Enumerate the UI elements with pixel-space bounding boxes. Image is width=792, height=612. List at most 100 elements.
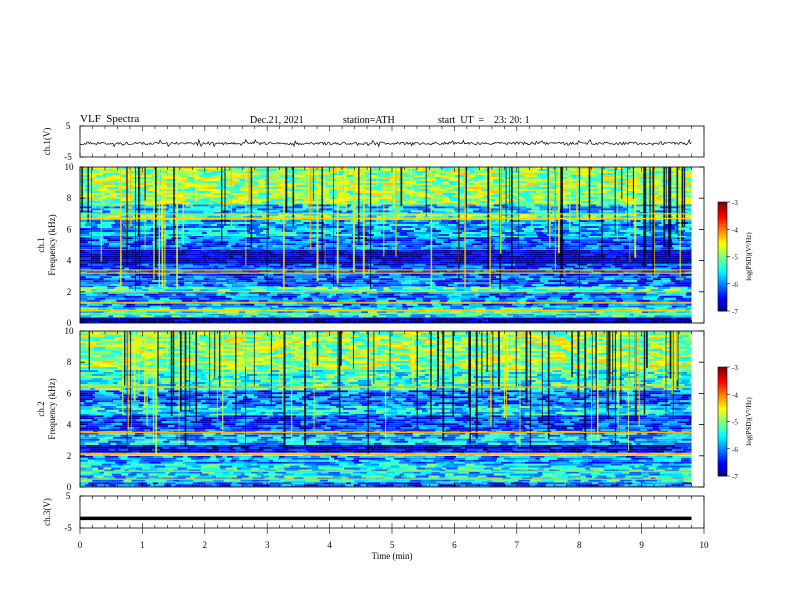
ch1-spectrogram-cell bbox=[201, 253, 209, 256]
ch1-spectrogram-cell bbox=[273, 319, 279, 322]
ch1-spectrogram-cell bbox=[347, 249, 358, 252]
ch1-spectrogram-cell bbox=[398, 321, 406, 323]
ch1-spectrogram-cell bbox=[338, 212, 352, 214]
ch1-spectrogram-cell bbox=[287, 297, 293, 300]
ch1-spectrogram-cell bbox=[177, 215, 184, 218]
ch1-spectrogram-cell bbox=[365, 169, 370, 171]
ch1-spectrogram-cell bbox=[294, 276, 305, 279]
ch1-spectrogram-cell bbox=[224, 307, 230, 310]
ch1-spectrogram-cell bbox=[434, 257, 447, 260]
ch1-spectrogram-cell bbox=[450, 307, 465, 310]
ch1-spectrogram-cell bbox=[191, 259, 199, 262]
ch1-spectrogram-cell bbox=[593, 169, 601, 171]
ch1-spectrogram-cell bbox=[166, 280, 177, 283]
ch1-spectrogram-cell bbox=[144, 293, 159, 296]
ch1-spectrogram-cell bbox=[168, 208, 175, 211]
ch1-spectrogram-cell bbox=[519, 173, 534, 175]
ch1-spectrogram-cell bbox=[348, 171, 363, 173]
ch1-spectrogram-cell bbox=[182, 273, 187, 276]
ch1-spectrogram-cell bbox=[165, 226, 173, 228]
ch1-spectrogram-cell bbox=[311, 253, 318, 256]
ch1-spectrogram-cell bbox=[126, 303, 136, 306]
ch1-spectrogram-cell bbox=[441, 259, 455, 262]
ch1-spectrogram-cell bbox=[473, 245, 478, 248]
ch1-spectrogram-cell bbox=[626, 171, 638, 173]
ch1-spectrogram-cell bbox=[234, 273, 246, 276]
ch1-spectrogram-cell bbox=[597, 222, 612, 224]
ch1-spectrogram-cell bbox=[184, 230, 189, 232]
ch1-spectrogram-cell bbox=[505, 241, 513, 244]
ch1-spectrogram-cell bbox=[291, 251, 296, 254]
ch1-spectrogram-cell bbox=[381, 169, 394, 171]
ch1-spectrogram-cell bbox=[302, 321, 311, 323]
ch1-spectrogram-cell bbox=[143, 222, 155, 224]
ch1-spectrogram-cell bbox=[637, 253, 647, 256]
ch1-spectrogram-cell bbox=[257, 245, 263, 248]
ch1-spectrogram-cell bbox=[492, 305, 504, 308]
ch1-spectrogram-cell bbox=[652, 167, 660, 169]
ch1-spectrogram-cell bbox=[531, 321, 543, 323]
ch1-spectrogram-cell bbox=[551, 204, 563, 207]
ch1-spectrogram-cell bbox=[505, 295, 514, 298]
ch1-spectrogram-cell bbox=[302, 237, 310, 240]
ch1-spectrogram-cell bbox=[233, 276, 244, 279]
ch1-spectrogram-cell bbox=[80, 261, 85, 264]
ch1-spectrogram-cell bbox=[276, 303, 283, 306]
ch1-spectrogram-cell bbox=[296, 208, 307, 211]
ch1-spectrogram-cell bbox=[123, 224, 134, 226]
ch1-spectrogram-cell bbox=[196, 313, 201, 316]
ch1-spectrogram-cell bbox=[219, 245, 227, 248]
ch1-spectrogram-cell bbox=[571, 276, 576, 279]
ch1-spectrogram-cell bbox=[317, 239, 330, 242]
ch1-spectrogram-cell bbox=[378, 236, 392, 238]
ch1-spectrogram-cell bbox=[425, 282, 435, 285]
ch1-spectrogram-cell bbox=[455, 313, 469, 316]
ch1-spectrogram-cell bbox=[341, 321, 347, 323]
ch1-spectrogram-cell bbox=[161, 226, 166, 228]
ch1-spectrogram-cell bbox=[392, 305, 403, 308]
ch1-spectrogram-cell bbox=[629, 295, 643, 298]
ch1-spectrogram-cell bbox=[476, 287, 490, 290]
ch1-spectrogram-cell bbox=[279, 289, 293, 292]
ch1-spectrogram-cell bbox=[365, 208, 370, 211]
ch1-spectrogram-cell bbox=[453, 286, 464, 288]
ch1-spectrogram-cell bbox=[505, 247, 510, 250]
ch1-spectrogram-cell bbox=[119, 297, 126, 300]
ch1-spectrogram-cell bbox=[270, 237, 275, 240]
ch1-spectrogram-cell bbox=[690, 224, 692, 226]
ch1-spectrogram-cell bbox=[473, 255, 479, 258]
ch1-spectrogram-cell bbox=[669, 259, 681, 262]
ch1-spectrogram-cell bbox=[374, 249, 385, 252]
ch1-spectrogram-cell bbox=[639, 319, 651, 322]
ch1-spectrogram-cell bbox=[397, 313, 412, 316]
ch1-spectrogram-cell bbox=[297, 286, 305, 288]
ch1-spectrogram-cell bbox=[341, 278, 350, 281]
ch1-spectrogram-cell bbox=[519, 213, 530, 216]
ch1-spectrogram-cell bbox=[120, 234, 127, 236]
ch1-spectrogram-cell bbox=[80, 284, 88, 287]
ch1-spectrogram-cell bbox=[341, 210, 347, 213]
ch1-spectrogram-cell bbox=[262, 245, 273, 248]
ch1-spectrogram-cell bbox=[274, 215, 280, 218]
ch1-spectrogram-cell bbox=[516, 245, 529, 248]
ch1-spectrogram-cell bbox=[287, 220, 302, 222]
ch1-spectrogram-cell bbox=[430, 230, 442, 232]
ch1-spectrogram-cell bbox=[549, 305, 556, 308]
ch1-spectrogram-cell bbox=[619, 169, 632, 171]
ch1-spectrogram-cell bbox=[231, 237, 245, 240]
ch1-spectrogram-cell bbox=[138, 317, 143, 320]
ch1-spectrogram-cell bbox=[103, 208, 117, 211]
ch1-spectrogram-cell bbox=[589, 321, 597, 323]
ch1-spectrogram-cell bbox=[273, 267, 281, 270]
ch1-spectrogram-cell bbox=[347, 263, 356, 266]
ch1-spectrogram-cell bbox=[471, 321, 477, 323]
ch1-spectrogram-cell bbox=[277, 261, 284, 264]
ch1-spectrogram-cell bbox=[169, 220, 177, 222]
ch1-spectrogram-cell bbox=[644, 171, 650, 173]
ch1-spectrogram-cell bbox=[89, 261, 96, 264]
ch1-spectrogram-cell bbox=[508, 208, 521, 211]
ch1-spectrogram-cell bbox=[637, 167, 643, 169]
ch1-spectrogram-cell bbox=[570, 259, 584, 262]
ch1-spectrogram-cell bbox=[535, 232, 544, 234]
ch1-spectrogram-cell bbox=[361, 210, 369, 213]
